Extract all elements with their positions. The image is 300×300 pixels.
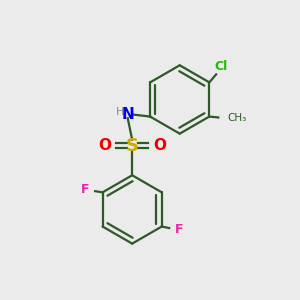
Text: N: N xyxy=(121,107,134,122)
Text: O: O xyxy=(153,138,166,153)
Text: H: H xyxy=(116,107,124,117)
Text: O: O xyxy=(98,138,111,153)
Text: CH₃: CH₃ xyxy=(227,113,246,123)
Text: F: F xyxy=(175,223,183,236)
Text: F: F xyxy=(81,184,90,196)
Text: Cl: Cl xyxy=(214,60,228,73)
Text: S: S xyxy=(126,136,139,154)
